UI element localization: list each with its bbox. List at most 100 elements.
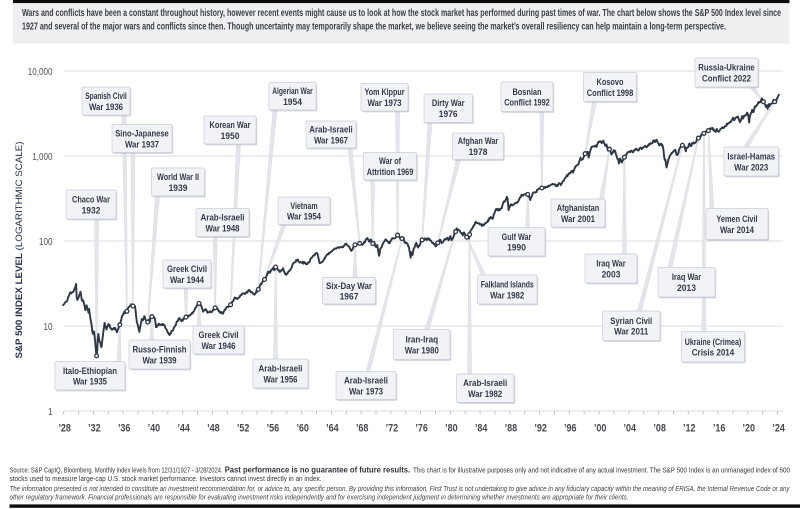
svg-text:War 2023: War 2023 (734, 161, 768, 172)
svg-text:’44: ’44 (177, 423, 190, 435)
svg-text:’52: ’52 (237, 423, 250, 435)
svg-text:War 1948: War 1948 (205, 222, 239, 233)
svg-text:Arab-Israeli: Arab-Israeli (344, 375, 388, 386)
svg-text:Italo-Ethiopian: Italo-Ethiopian (63, 365, 117, 376)
svg-text:’84: ’84 (475, 423, 488, 435)
svg-text:’36: ’36 (118, 423, 131, 435)
svg-text:Greek Civil: Greek Civil (167, 263, 207, 274)
svg-text:War 1980: War 1980 (405, 344, 439, 355)
svg-text:War 1946: War 1946 (201, 340, 235, 351)
svg-text:10,000: 10,000 (28, 67, 53, 78)
svg-text:Kosovo: Kosovo (597, 76, 624, 87)
svg-text:stocks used to measure large-c: stocks used to measure large-cap U.S. st… (10, 474, 322, 483)
svg-text:This chart is for illustrative: This chart is for illustrative purposes … (413, 466, 790, 475)
svg-text:other regulatory framework. Fi: other regulatory framework. Financial pr… (10, 492, 629, 501)
svg-text:War 1967: War 1967 (314, 134, 348, 145)
svg-text:’96: ’96 (564, 423, 577, 435)
svg-text:Afghanistan: Afghanistan (557, 202, 600, 213)
svg-text:1,000: 1,000 (32, 152, 53, 163)
svg-text:1927 and several of the major: 1927 and several of the major wars and c… (22, 21, 726, 32)
svg-text:’88: ’88 (505, 423, 518, 435)
svg-text:Crisis 2014: Crisis 2014 (692, 347, 735, 358)
svg-text:War 1973: War 1973 (349, 385, 383, 396)
svg-text:1978: 1978 (469, 146, 488, 157)
svg-text:100: 100 (39, 237, 53, 248)
svg-text:’08: ’08 (653, 423, 666, 435)
svg-text:Dirty War: Dirty War (432, 97, 465, 108)
svg-text:Iran-Iraq: Iran-Iraq (405, 334, 438, 345)
svg-text:War 1954: War 1954 (287, 211, 322, 222)
svg-text:Attrition 1969: Attrition 1969 (367, 166, 414, 177)
svg-text:1967: 1967 (340, 291, 359, 302)
svg-text:’24: ’24 (772, 423, 785, 435)
svg-text:’20: ’20 (743, 423, 756, 435)
svg-text:’76: ’76 (415, 423, 428, 435)
svg-text:Vietnam: Vietnam (290, 200, 317, 211)
svg-text:Iraq War: Iraq War (672, 271, 702, 282)
svg-text:Korean War: Korean War (210, 119, 251, 130)
svg-text:War 1982: War 1982 (490, 289, 524, 300)
svg-text:’72: ’72 (386, 423, 399, 435)
svg-text:1: 1 (48, 407, 53, 418)
svg-text:’64: ’64 (326, 423, 339, 435)
svg-text:Arab-Israeli: Arab-Israeli (309, 124, 353, 135)
svg-text:Six-Day War: Six-Day War (326, 280, 372, 291)
svg-text:War 1973: War 1973 (367, 97, 401, 108)
svg-text:’32: ’32 (88, 423, 101, 435)
svg-text:World War II: World War II (157, 171, 199, 182)
svg-text:Iraq War: Iraq War (596, 258, 626, 269)
svg-text:Arab-Israeli: Arab-Israeli (200, 212, 244, 223)
svg-text:Arab-Israeli: Arab-Israeli (463, 377, 507, 388)
svg-text:’92: ’92 (534, 423, 547, 435)
svg-text:War 1982: War 1982 (468, 388, 502, 399)
svg-text:Wars and conflicts have been a: Wars and conflicts have been a constant … (22, 8, 781, 19)
svg-text:Afghan War: Afghan War (458, 135, 499, 146)
svg-text:War of: War of (379, 155, 402, 166)
svg-text:’28: ’28 (58, 423, 71, 435)
svg-text:1976: 1976 (439, 108, 458, 119)
svg-text:Conflict 1998: Conflict 1998 (587, 87, 634, 98)
svg-text:’56: ’56 (267, 423, 280, 435)
svg-text:10: 10 (44, 322, 53, 333)
svg-text:’04: ’04 (624, 423, 637, 435)
svg-text:War 2014: War 2014 (720, 224, 755, 235)
svg-text:Chaco War: Chaco War (72, 194, 110, 205)
svg-text:War 1936: War 1936 (89, 101, 123, 112)
svg-text:Israel-Hamas: Israel-Hamas (727, 151, 775, 162)
svg-text:’00: ’00 (594, 423, 607, 435)
svg-text:Conflict 1992: Conflict 1992 (504, 97, 550, 108)
svg-text:’68: ’68 (356, 423, 369, 435)
svg-text:Sino-Japanese: Sino-Japanese (115, 128, 169, 139)
svg-text:2003: 2003 (602, 268, 621, 279)
svg-text:1932: 1932 (82, 204, 101, 215)
svg-text:Spanish Civil: Spanish Civil (85, 90, 127, 101)
svg-text:Yom Kippur: Yom Kippur (365, 86, 405, 97)
svg-text:War 1939: War 1939 (142, 354, 176, 365)
svg-text:’12: ’12 (683, 423, 696, 435)
svg-text:Greek Civil: Greek Civil (199, 329, 239, 340)
svg-text:The information presented is n: The information presented is not intende… (10, 484, 791, 493)
svg-text:Algerian War: Algerian War (272, 85, 313, 96)
svg-text:’40: ’40 (148, 423, 161, 435)
svg-text:Ukraine (Crimea): Ukraine (Crimea) (685, 336, 742, 347)
svg-text:’16: ’16 (713, 423, 726, 435)
svg-text:Yemen Civil: Yemen Civil (716, 213, 757, 224)
svg-text:’60: ’60 (296, 423, 309, 435)
svg-text:Arab-Israeli: Arab-Israeli (258, 363, 302, 374)
svg-text:War 1944: War 1944 (170, 274, 205, 285)
svg-text:Conflict 2022: Conflict 2022 (702, 72, 751, 83)
svg-text:War 1937: War 1937 (125, 138, 159, 149)
svg-text:1939: 1939 (169, 182, 188, 193)
svg-text:Gulf War: Gulf War (502, 231, 532, 242)
svg-text:S&P 500 INDEX LEVEL (LOGARITHM: S&P 500 INDEX LEVEL (LOGARITHMIC SCALE) (14, 142, 25, 359)
svg-text:War 2001: War 2001 (561, 213, 595, 224)
svg-text:War 1956: War 1956 (263, 373, 297, 384)
svg-text:Russia-Ukraine: Russia-Ukraine (698, 62, 755, 73)
svg-text:1990: 1990 (507, 242, 526, 253)
svg-text:’48: ’48 (207, 423, 220, 435)
svg-text:Bosnian: Bosnian (513, 86, 542, 97)
svg-text:War 1935: War 1935 (73, 376, 107, 387)
svg-text:Syrian Civil: Syrian Civil (610, 315, 652, 326)
svg-text:1954: 1954 (283, 96, 303, 107)
svg-text:Russo-Finnish: Russo-Finnish (132, 344, 186, 355)
